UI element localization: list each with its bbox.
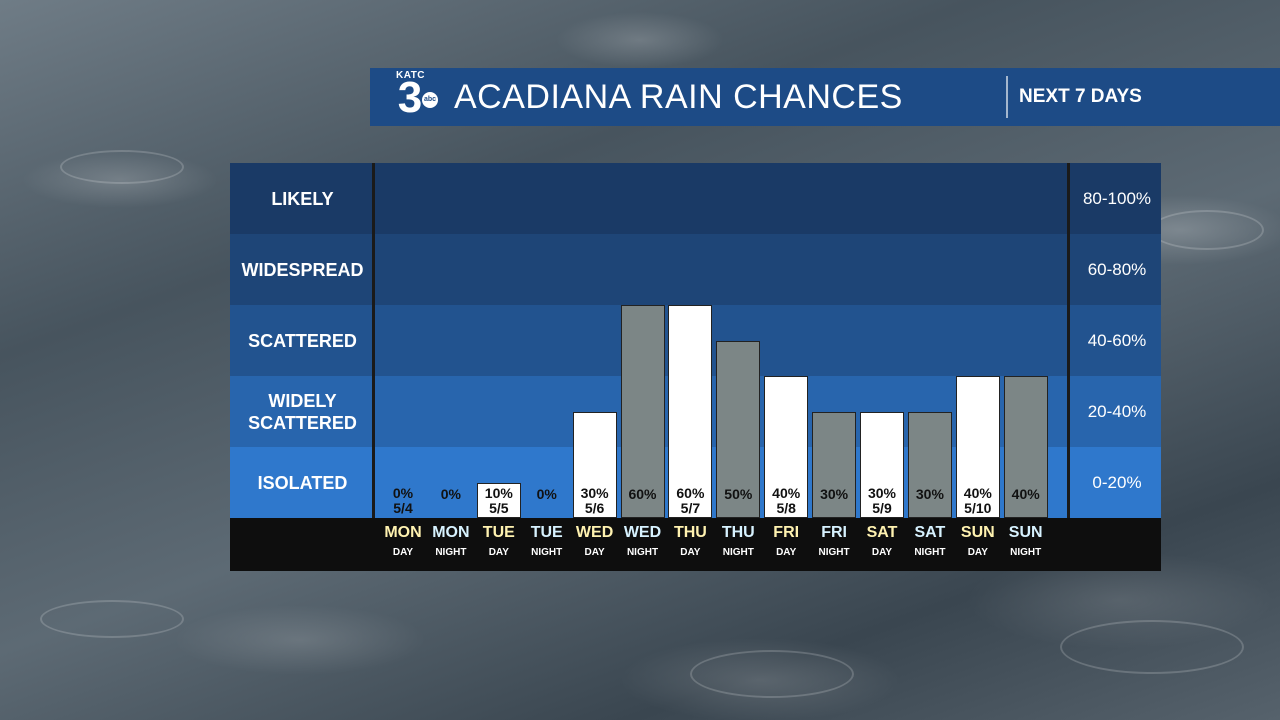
bar-wed-night	[620, 305, 665, 518]
percent-label: 50%	[724, 486, 753, 502]
period-day-name: SAT	[866, 524, 898, 541]
percent-label: 30%	[820, 486, 849, 502]
band-range: 60-80%	[1087, 259, 1147, 279]
period-day-name: TUE	[530, 524, 563, 541]
date-label: 5/9	[872, 500, 892, 516]
percent-label: 40%	[1011, 486, 1040, 502]
logo-callsign: KATC	[396, 70, 426, 81]
percent-label: 0%	[536, 486, 557, 502]
rain-ripple	[1060, 620, 1244, 674]
rain-ripple	[690, 650, 854, 698]
period-part: NIGHT	[818, 547, 850, 558]
date-label: 5/6	[584, 500, 605, 516]
header-bar: KATC 3 abc ACADIANA RAIN CHANCES NEXT 7 …	[370, 68, 1280, 126]
period-part: DAY	[967, 547, 988, 558]
period-part: NIGHT	[626, 547, 659, 558]
date-label: 5/8	[776, 500, 796, 516]
page-subtitle: NEXT 7 DAYS	[1019, 86, 1142, 107]
bar-wed-day	[572, 411, 617, 518]
period-part: NIGHT	[914, 547, 946, 558]
percent-label: 40%	[772, 485, 801, 501]
period-part: NIGHT	[531, 547, 563, 558]
period-day-name: TUE	[482, 524, 515, 541]
station-logo: KATC 3 abc	[390, 70, 440, 122]
period-day-name: THU	[673, 524, 707, 541]
period-day-name: SAT	[914, 524, 946, 541]
rain-ripple	[60, 150, 184, 184]
period-part: DAY	[680, 547, 701, 558]
period-part: DAY	[776, 547, 797, 558]
percent-label: 30%	[867, 485, 897, 501]
period-day-name: THU	[721, 524, 755, 541]
period-day-name: SUN	[1008, 524, 1043, 541]
period-part: NIGHT	[1010, 547, 1042, 558]
band-likely: LIKELY 80-100%	[230, 163, 1161, 234]
band-label: LIKELY	[271, 188, 334, 209]
logo-channel-number: 3	[397, 73, 423, 122]
bar-tue-day	[476, 482, 521, 518]
date-label: 5/7	[680, 500, 701, 516]
bar-sun-day	[955, 376, 1000, 518]
band-range: 20-40%	[1087, 401, 1147, 421]
bar-sat-night	[907, 411, 952, 518]
period-part: DAY	[488, 547, 509, 558]
bar-fri-day	[764, 376, 809, 518]
band-label: ISOLATED	[257, 472, 348, 493]
band-widespread: WIDESPREAD 60-80%	[230, 234, 1161, 305]
date-label: 5/4	[393, 500, 413, 516]
percent-label: 30%	[915, 486, 944, 502]
period-part: DAY	[392, 547, 414, 558]
logo-network: abc	[422, 92, 438, 108]
chart-right-separator	[1067, 163, 1070, 571]
bar-thu-day	[668, 305, 713, 518]
bar-sun-night	[1003, 376, 1048, 518]
period-part: DAY	[871, 547, 893, 558]
day-axis-bar	[230, 518, 1161, 571]
band-label: WIDELY SCATTERED	[248, 390, 357, 433]
period-part: NIGHT	[435, 547, 467, 558]
period-day-name: MON	[384, 524, 422, 541]
bar-fri-night	[812, 411, 857, 518]
chart-left-separator	[372, 163, 375, 571]
bar-sat-day	[860, 411, 904, 518]
bar-thu-night	[716, 340, 761, 518]
period-day-name: WED	[575, 524, 614, 541]
date-label: 5/10	[964, 500, 992, 516]
rain-ripple	[1150, 210, 1264, 250]
percent-label: 0%	[392, 485, 414, 501]
period-part: DAY	[584, 547, 605, 558]
band-range: 0-20%	[1092, 472, 1142, 492]
period-part: NIGHT	[722, 547, 754, 558]
date-label: 5/5	[489, 500, 509, 516]
percent-label: 10%	[484, 485, 513, 501]
period-day-name: FRI	[821, 524, 847, 541]
period-day-name: FRI	[773, 524, 800, 541]
percent-label: 0%	[440, 486, 461, 502]
percent-label: 60%	[628, 486, 657, 502]
header-divider	[1006, 76, 1008, 118]
band-range: 40-60%	[1087, 330, 1147, 350]
period-day-name: MON	[432, 524, 470, 541]
rain-chance-plot: 0% 5/4 0% 10% 5/5 0% 30% 5/6 60% 60% 5/7 50% 40% 5/8 3…	[375, 163, 1068, 518]
percent-label: 60%	[676, 485, 705, 501]
period-day-name: WED	[623, 524, 662, 541]
page-title: ACADIANA RAIN CHANCES	[454, 78, 903, 116]
percent-label: 30%	[580, 485, 609, 501]
band-label: SCATTERED	[248, 330, 357, 351]
band-range: 80-100%	[1082, 188, 1152, 208]
band-label: WIDESPREAD	[241, 259, 364, 280]
percent-label: 40%	[963, 485, 992, 501]
rain-ripple	[40, 600, 184, 638]
period-day-name: SUN	[960, 524, 995, 541]
